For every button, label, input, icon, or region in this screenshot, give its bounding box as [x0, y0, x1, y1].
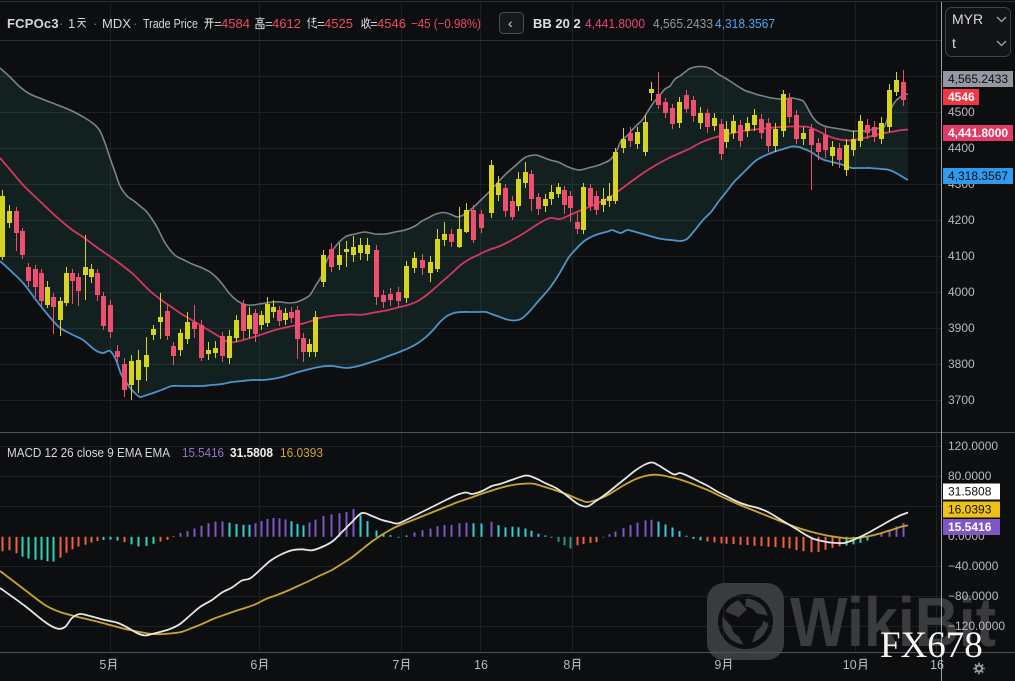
- svg-text:=: =: [265, 16, 273, 31]
- svg-text:=: =: [370, 16, 378, 31]
- svg-text:80.0000: 80.0000: [948, 469, 992, 483]
- svg-text:4400: 4400: [948, 141, 975, 155]
- svg-text:1: 1: [68, 16, 75, 31]
- svg-text:=: =: [214, 16, 222, 31]
- svg-text:t: t: [952, 35, 956, 51]
- svg-text:16.0393: 16.0393: [280, 445, 323, 460]
- svg-text:4546: 4546: [948, 90, 975, 104]
- svg-text:4,318.3567: 4,318.3567: [948, 169, 1008, 183]
- svg-text:6: 6: [250, 658, 257, 672]
- svg-text:−80.0000: −80.0000: [948, 589, 999, 603]
- svg-text:10: 10: [843, 658, 857, 672]
- svg-text:4525: 4525: [324, 16, 353, 31]
- svg-text:FX678: FX678: [880, 625, 983, 666]
- svg-text:3800: 3800: [948, 357, 975, 371]
- svg-text:Trade Price: Trade Price: [143, 16, 198, 31]
- svg-text:FCPOc3: FCPOc3: [7, 16, 59, 31]
- svg-text:7: 7: [392, 658, 399, 672]
- svg-text:·: ·: [133, 16, 137, 31]
- svg-text:−45 (−0.98%): −45 (−0.98%): [411, 16, 481, 31]
- svg-text:8: 8: [563, 658, 570, 672]
- svg-text:9: 9: [714, 658, 721, 672]
- svg-text:4,565.2433: 4,565.2433: [653, 16, 713, 31]
- svg-text:16.0393: 16.0393: [948, 503, 992, 517]
- svg-text:16: 16: [930, 658, 944, 672]
- svg-text:4000: 4000: [948, 285, 975, 299]
- svg-text:16: 16: [474, 658, 488, 672]
- svg-text:4200: 4200: [948, 213, 975, 227]
- svg-text:5: 5: [99, 658, 106, 672]
- svg-text:4612: 4612: [272, 16, 301, 31]
- svg-text:·: ·: [59, 16, 63, 31]
- svg-text:=: =: [317, 16, 325, 31]
- svg-text:4546: 4546: [377, 16, 406, 31]
- svg-text:31.5808: 31.5808: [948, 485, 992, 499]
- svg-text:3700: 3700: [948, 393, 975, 407]
- svg-text:4584: 4584: [221, 16, 250, 31]
- svg-text:MYR: MYR: [952, 11, 983, 27]
- svg-text:MACD 12 26 close 9 EMA EMA: MACD 12 26 close 9 EMA EMA: [7, 445, 170, 460]
- svg-text:4,318.3567: 4,318.3567: [715, 16, 775, 31]
- svg-text:·: ·: [93, 16, 97, 31]
- svg-text:15.5416: 15.5416: [182, 445, 224, 460]
- svg-text:−120.0000: −120.0000: [948, 619, 1005, 633]
- svg-text:4500: 4500: [948, 105, 975, 119]
- svg-text:31.5808: 31.5808: [230, 445, 273, 460]
- svg-text:WikiBit: WikiBit: [790, 583, 996, 661]
- svg-text:3900: 3900: [948, 321, 975, 335]
- svg-text:‹: ‹: [508, 15, 513, 31]
- svg-text:15.5416: 15.5416: [948, 520, 992, 534]
- svg-text:120.0000: 120.0000: [948, 439, 998, 453]
- svg-text:4,441.8000: 4,441.8000: [948, 126, 1008, 140]
- svg-text:BB 20 2: BB 20 2: [533, 16, 581, 31]
- svg-text:MDX: MDX: [102, 16, 131, 31]
- svg-text:4,565.2433: 4,565.2433: [948, 72, 1008, 86]
- svg-text:4,441.8000: 4,441.8000: [585, 16, 645, 31]
- svg-text:4100: 4100: [948, 249, 975, 263]
- svg-text:−40.0000: −40.0000: [948, 559, 999, 573]
